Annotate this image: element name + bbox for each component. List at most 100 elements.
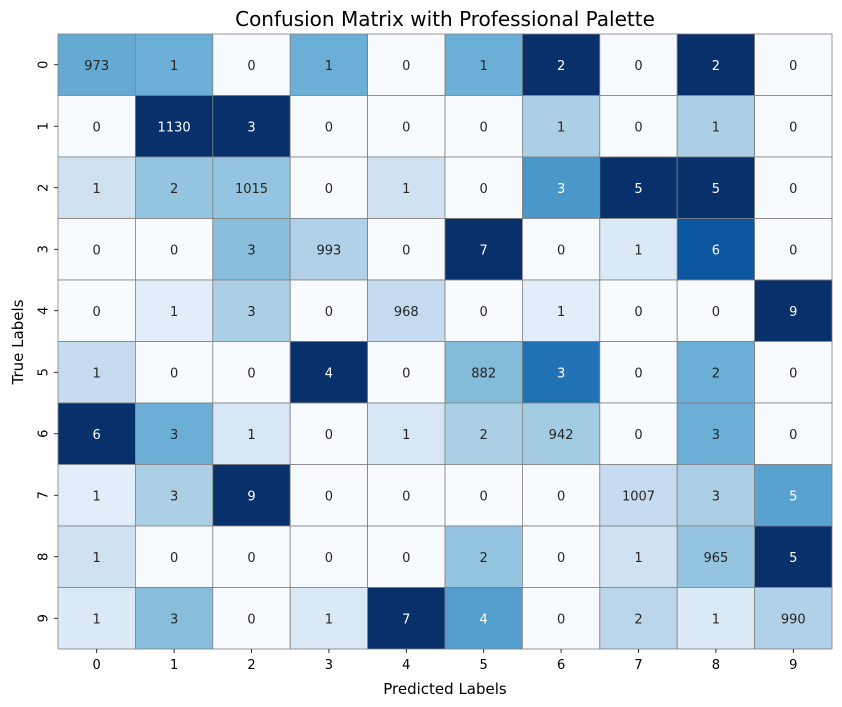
cell-value-4-1: 1	[170, 305, 178, 320]
heatmap-cell-2-7	[599, 156, 678, 219]
heatmap-cell-5-2	[212, 341, 291, 404]
cell-value-2-5: 0	[480, 182, 488, 197]
heatmap-cell-1-2	[212, 95, 291, 158]
heatmap-cell-7-6	[522, 464, 601, 527]
heatmap-cell-6-8	[676, 402, 756, 465]
cell-value-4-3: 0	[325, 305, 333, 320]
heatmap-cell-7-7	[599, 464, 678, 527]
cell-value-2-6: 3	[557, 182, 565, 197]
cell-value-4-0: 0	[93, 305, 101, 320]
cell-value-9-2: 0	[247, 612, 255, 627]
x-tick-label-9: 9	[789, 658, 797, 673]
cell-value-6-1: 3	[170, 428, 178, 443]
cell-value-9-8: 1	[712, 612, 720, 627]
heatmap-cell-0-1	[134, 33, 214, 96]
y-tick-label-9: 9	[37, 614, 52, 622]
cell-value-6-5: 2	[480, 428, 488, 443]
cell-value-6-4: 1	[402, 428, 410, 443]
cell-value-7-3: 0	[325, 489, 333, 504]
x-axis-label: Predicted Labels	[383, 680, 507, 698]
heatmap-cell-1-5	[444, 95, 523, 158]
heatmap-cell-1-7	[599, 95, 678, 158]
heatmap-cell-9-8	[676, 587, 756, 650]
heatmap-cell-3-8	[676, 218, 756, 281]
cell-value-8-9: 5	[789, 551, 797, 566]
heatmap-cell-8-8	[676, 525, 756, 588]
heatmap-cell-5-0	[57, 341, 136, 404]
heatmap-cell-4-5	[444, 279, 523, 342]
cell-value-8-7: 1	[634, 551, 642, 566]
y-axis-ticks: 0 1 2 3 4 5 6 7 8 9	[37, 61, 58, 622]
cell-value-4-8: 0	[712, 305, 720, 320]
heatmap-cell-2-8	[676, 156, 756, 219]
cell-value-9-0: 1	[93, 612, 101, 627]
cell-value-5-5: 882	[471, 366, 496, 381]
heatmap-cell-6-9	[754, 402, 833, 465]
cell-value-8-3: 0	[325, 551, 333, 566]
heatmap-cell-5-4	[367, 341, 446, 404]
y-tick-label-8: 8	[37, 553, 52, 561]
heatmap-cell-9-5	[444, 587, 523, 650]
cell-value-6-0: 6	[93, 428, 101, 443]
cell-value-9-5: 4	[480, 612, 488, 627]
heatmap-cell-6-5	[444, 402, 523, 465]
cell-value-3-2: 3	[247, 243, 255, 258]
heatmap-cell-0-0	[57, 33, 136, 96]
heatmap-cell-8-4	[367, 525, 446, 588]
y-tick-label-4: 4	[37, 307, 52, 315]
x-tick-label-5: 5	[480, 658, 488, 673]
heatmap-cell-7-9	[754, 464, 833, 527]
y-tick-label-3: 3	[37, 245, 52, 253]
cell-value-3-9: 0	[789, 243, 797, 258]
heatmap-cell-5-5	[444, 341, 523, 404]
x-tick-label-3: 3	[325, 658, 333, 673]
cell-value-5-8: 2	[712, 366, 720, 381]
x-tick-label-6: 6	[557, 658, 565, 673]
heatmap-cell-9-3	[289, 587, 369, 650]
cell-value-3-5: 7	[480, 243, 488, 258]
heatmap-cell-0-4	[367, 33, 446, 96]
heatmap-cell-6-7	[599, 402, 678, 465]
cell-value-6-9: 0	[789, 428, 797, 443]
cell-value-0-0: 973	[84, 59, 109, 74]
cell-value-6-8: 3	[712, 428, 720, 443]
cell-value-7-2: 9	[247, 489, 255, 504]
heatmap-cell-0-9	[754, 33, 833, 96]
heatmap-cell-9-4	[367, 587, 446, 650]
cell-value-3-6: 0	[557, 243, 565, 258]
cell-value-8-2: 0	[247, 551, 255, 566]
heatmap-cell-1-8	[676, 95, 756, 158]
cell-value-5-4: 0	[402, 366, 410, 381]
heatmap-cell-3-4	[367, 218, 446, 281]
heatmap-cell-3-7	[599, 218, 678, 281]
heatmap-cell-8-5	[444, 525, 523, 588]
heatmap-cell-7-5	[444, 464, 523, 527]
cell-value-1-0: 0	[93, 120, 101, 135]
cell-value-9-1: 3	[170, 612, 178, 627]
cell-value-7-7: 1007	[622, 489, 655, 504]
cell-value-6-3: 0	[325, 428, 333, 443]
heatmap-cell-3-5	[444, 218, 523, 281]
cell-value-3-8: 6	[712, 243, 720, 258]
heatmap-cell-9-9	[754, 587, 833, 650]
cell-value-0-6: 2	[557, 59, 565, 74]
heatmap-cell-6-3	[289, 402, 369, 465]
cell-value-1-6: 1	[557, 120, 565, 135]
cell-value-4-9: 9	[789, 305, 797, 320]
heatmap-cell-1-6	[522, 95, 601, 158]
cell-value-4-5: 0	[480, 305, 488, 320]
cell-value-8-5: 2	[480, 551, 488, 566]
y-tick-label-0: 0	[37, 61, 52, 69]
cell-value-1-2: 3	[247, 120, 255, 135]
heatmap-cell-4-4	[367, 279, 446, 342]
heatmap-cell-9-0	[57, 587, 136, 650]
cell-value-2-8: 5	[712, 182, 720, 197]
cell-value-0-5: 1	[480, 59, 488, 74]
x-tick-label-7: 7	[634, 658, 642, 673]
heatmap-cell-2-1	[134, 156, 214, 219]
cell-value-0-1: 1	[170, 59, 178, 74]
x-tick-label-2: 2	[247, 658, 255, 673]
x-tick-label-0: 0	[93, 658, 101, 673]
cell-value-6-2: 1	[247, 428, 255, 443]
